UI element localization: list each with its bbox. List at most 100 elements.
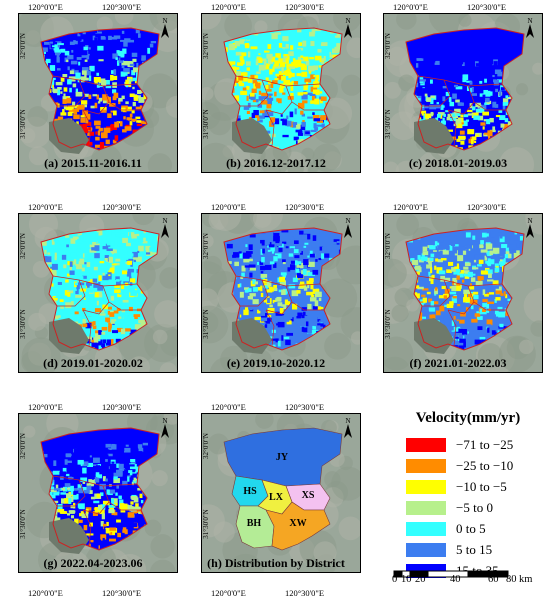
velocity-pixel — [266, 63, 271, 66]
velocity-pixel — [512, 54, 519, 60]
velocity-pixel — [76, 121, 79, 125]
velocity-pixel — [129, 42, 136, 49]
velocity-pixel — [60, 77, 65, 82]
velocity-pixel — [297, 102, 305, 109]
velocity-pixel — [147, 241, 153, 245]
velocity-pixel — [228, 54, 234, 58]
district-boundary — [473, 301, 506, 311]
velocity-pixel — [275, 323, 278, 326]
velocity-pixel — [490, 67, 497, 70]
velocity-pixel — [115, 338, 121, 343]
velocity-pixel — [118, 446, 125, 452]
scale-tick-label: 40 — [450, 574, 461, 585]
velocity-pixel — [328, 234, 332, 240]
velocity-pixel — [120, 328, 126, 335]
velocity-pixel — [92, 242, 97, 245]
velocity-pixel — [293, 136, 299, 141]
velocity-pixel — [82, 67, 89, 72]
velocity-pixel — [471, 93, 478, 96]
velocity-pixel — [294, 108, 297, 115]
velocity-pixel — [115, 438, 120, 444]
velocity-pixel — [260, 234, 264, 239]
velocity-pixel — [80, 100, 88, 105]
velocity-pixel — [448, 251, 454, 255]
velocity-pixel — [499, 115, 506, 121]
velocity-pixel — [254, 75, 259, 79]
background-texture — [202, 311, 219, 334]
velocity-pixel — [69, 41, 75, 45]
velocity-pixel — [283, 336, 290, 340]
velocity-pixel — [455, 78, 462, 84]
velocity-pixel — [429, 65, 434, 72]
velocity-pixel — [238, 251, 242, 254]
velocity-pixel — [118, 316, 125, 319]
velocity-pixel — [130, 501, 134, 505]
velocity-pixel — [231, 237, 238, 242]
velocity-pixel — [54, 488, 61, 491]
velocity-pixel — [279, 241, 283, 247]
velocity-pixel — [129, 121, 133, 126]
map-f: N 32°0'0"N 31°30'0"N — [383, 213, 543, 373]
velocity-pixel — [279, 276, 286, 282]
velocity-pixel — [121, 65, 125, 69]
velocity-pixel — [109, 312, 115, 317]
velocity-pixel — [309, 56, 315, 60]
district-boundary — [82, 285, 110, 315]
velocity-pixel — [118, 495, 122, 500]
velocity-pixel — [99, 313, 106, 316]
velocity-pixel — [288, 232, 294, 237]
velocity-pixel — [307, 284, 310, 289]
velocity-pixel — [58, 45, 62, 48]
background-texture — [114, 14, 134, 25]
velocity-pixel — [73, 40, 78, 45]
velocity-pixel — [46, 262, 52, 265]
velocity-pixel — [83, 524, 88, 531]
velocity-pixel — [75, 288, 79, 295]
velocity-pixel — [112, 89, 117, 94]
velocity-pixel — [256, 261, 260, 266]
velocity-pixel — [429, 79, 433, 84]
velocity-pixel — [431, 53, 436, 57]
velocity-pixel — [131, 506, 137, 512]
velocity-pixel — [491, 330, 496, 335]
north-label: N — [345, 217, 350, 225]
background-texture — [318, 278, 358, 318]
district-boundary — [265, 285, 293, 315]
velocity-pixel — [98, 509, 105, 515]
velocity-pixel — [41, 240, 47, 246]
velocity-pixel — [131, 233, 137, 239]
velocity-pixel — [153, 45, 157, 48]
velocity-pixel — [67, 79, 72, 85]
velocity-pixel — [98, 127, 103, 132]
velocity-pixel — [85, 296, 90, 302]
velocity-pixel — [460, 59, 464, 65]
background-texture — [384, 336, 414, 371]
background-texture — [149, 14, 177, 32]
background-texture — [341, 74, 360, 96]
velocity-pixel — [101, 310, 105, 313]
background-texture — [159, 267, 177, 289]
velocity-pixel — [272, 331, 275, 337]
velocity-pixel — [436, 113, 441, 118]
velocity-pixel — [86, 483, 90, 486]
velocity-pixel — [495, 322, 501, 327]
velocity-pixel — [504, 118, 509, 123]
velocity-pixel — [274, 32, 281, 35]
velocity-pixel — [115, 276, 120, 281]
velocity-pixel — [60, 443, 65, 449]
velocity-pixel — [254, 316, 261, 321]
background-texture — [384, 81, 401, 99]
velocity-pixel — [477, 326, 483, 331]
velocity-pixel — [65, 453, 72, 458]
velocity-pixel — [302, 40, 307, 47]
velocity-pixel — [130, 329, 137, 334]
velocity-pixel — [293, 233, 298, 239]
velocity-pixel — [409, 43, 416, 49]
velocity-pixel — [492, 74, 495, 78]
velocity-pixel — [132, 58, 137, 62]
velocity-pixel — [484, 78, 487, 83]
velocity-pixel — [82, 467, 87, 474]
velocity-pixel — [145, 245, 151, 251]
velocity-pixel — [248, 288, 252, 292]
velocity-pixel — [258, 305, 263, 311]
